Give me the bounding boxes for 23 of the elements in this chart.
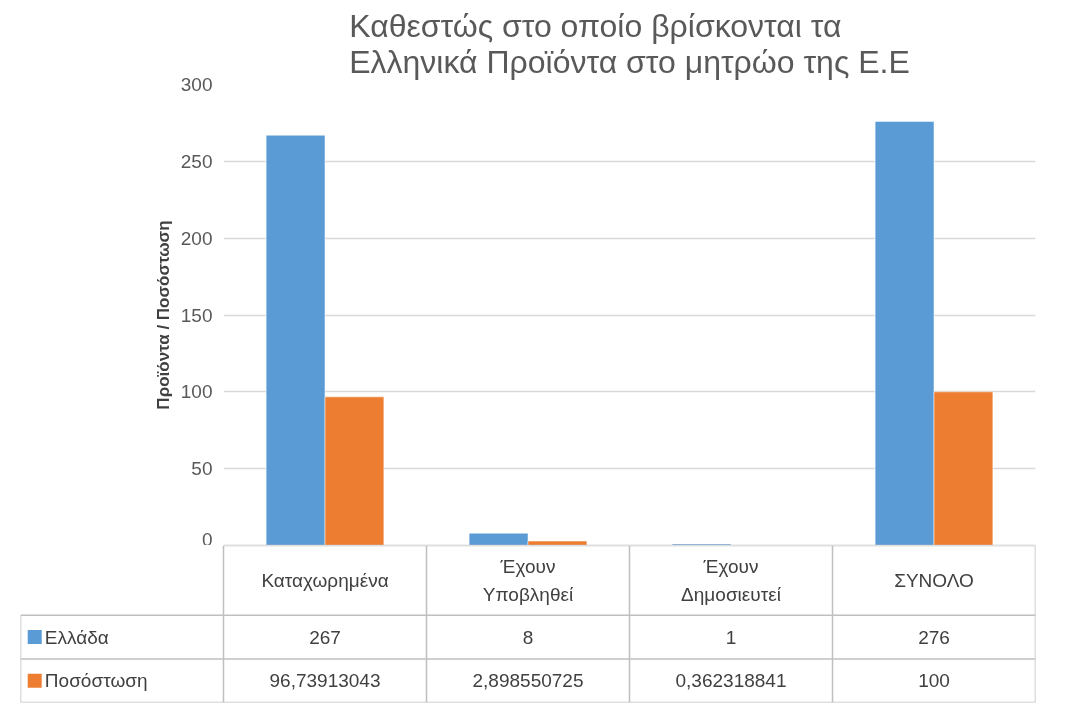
legend-label: Ποσόστωση — [44, 670, 148, 692]
data-label: 100 — [918, 670, 950, 692]
data-label: 0,362318841 — [675, 670, 787, 692]
y-axis-title: Προϊόντα / Ποσόστωση — [153, 220, 173, 410]
chart-title: Καθεστώς στο οποίο βρίσκονται τα Ελληνικά Προϊόντα στο μητρώο της Ε.Ε — [349, 7, 910, 80]
data-label: 96,73913043 — [269, 670, 381, 692]
y-tick-label: 50 — [191, 458, 213, 480]
y-tick-label: 250 — [180, 150, 213, 172]
y-tick-label: 300 — [180, 74, 213, 95]
data-label: 276 — [918, 626, 950, 648]
y-tick-label: 150 — [180, 304, 213, 326]
data-label: 1 — [725, 626, 737, 648]
x-tick-label: Έχουν Υποβληθεί — [482, 555, 574, 606]
data-label: 267 — [309, 626, 341, 648]
legend-label: Ελλάδα — [44, 626, 109, 648]
x-tick-label: Έχουν Δημοσιευτεί — [681, 555, 782, 606]
data-label: 8 — [522, 626, 534, 648]
y-tick-label: 0 — [201, 528, 213, 550]
x-tick-label: Καταχωρημένα — [261, 569, 389, 591]
y-tick-label: 200 — [180, 227, 213, 249]
x-tick-label: ΣΥΝΟΛΟ — [894, 569, 974, 591]
data-label: 2,898550725 — [472, 670, 584, 692]
y-tick-label: 100 — [180, 381, 213, 403]
